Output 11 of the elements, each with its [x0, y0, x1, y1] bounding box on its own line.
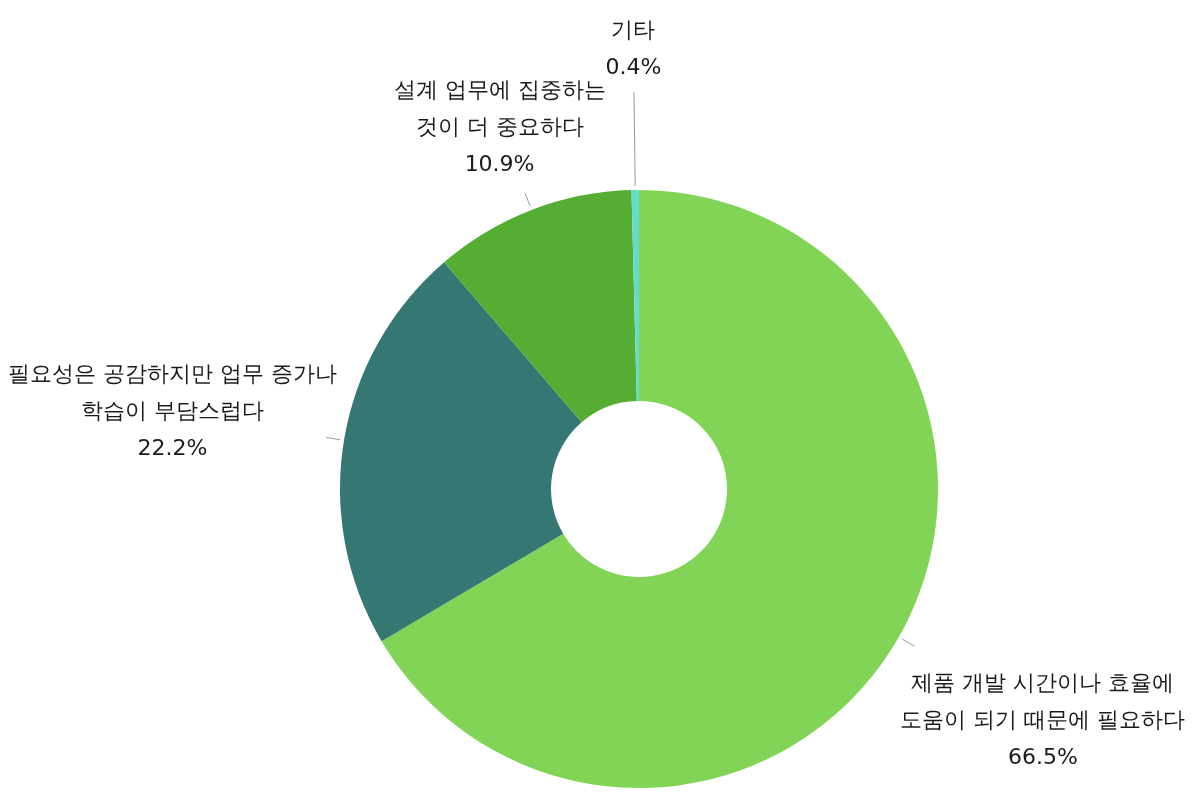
slice-label: 제품 개발 시간이나 효율에 도움이 되기 때문에 필요하다 [900, 669, 1186, 732]
slice-label: 필요성은 공감하지만 업무 증가나 학습이 부담스럽다 [8, 361, 337, 424]
slice-label: 설계 업무에 집중하는 것이 더 중요하다 [393, 77, 606, 140]
donut-slice [340, 262, 582, 642]
data-label: 66.5% [1007, 743, 1078, 769]
donut-slice [631, 190, 639, 402]
data-label: 0.4% [605, 54, 662, 80]
data-label: 10.9% [464, 151, 535, 177]
slice-label: 기타 [611, 17, 656, 43]
data-label: 22.2% [137, 435, 208, 461]
donut-slice [444, 190, 637, 423]
